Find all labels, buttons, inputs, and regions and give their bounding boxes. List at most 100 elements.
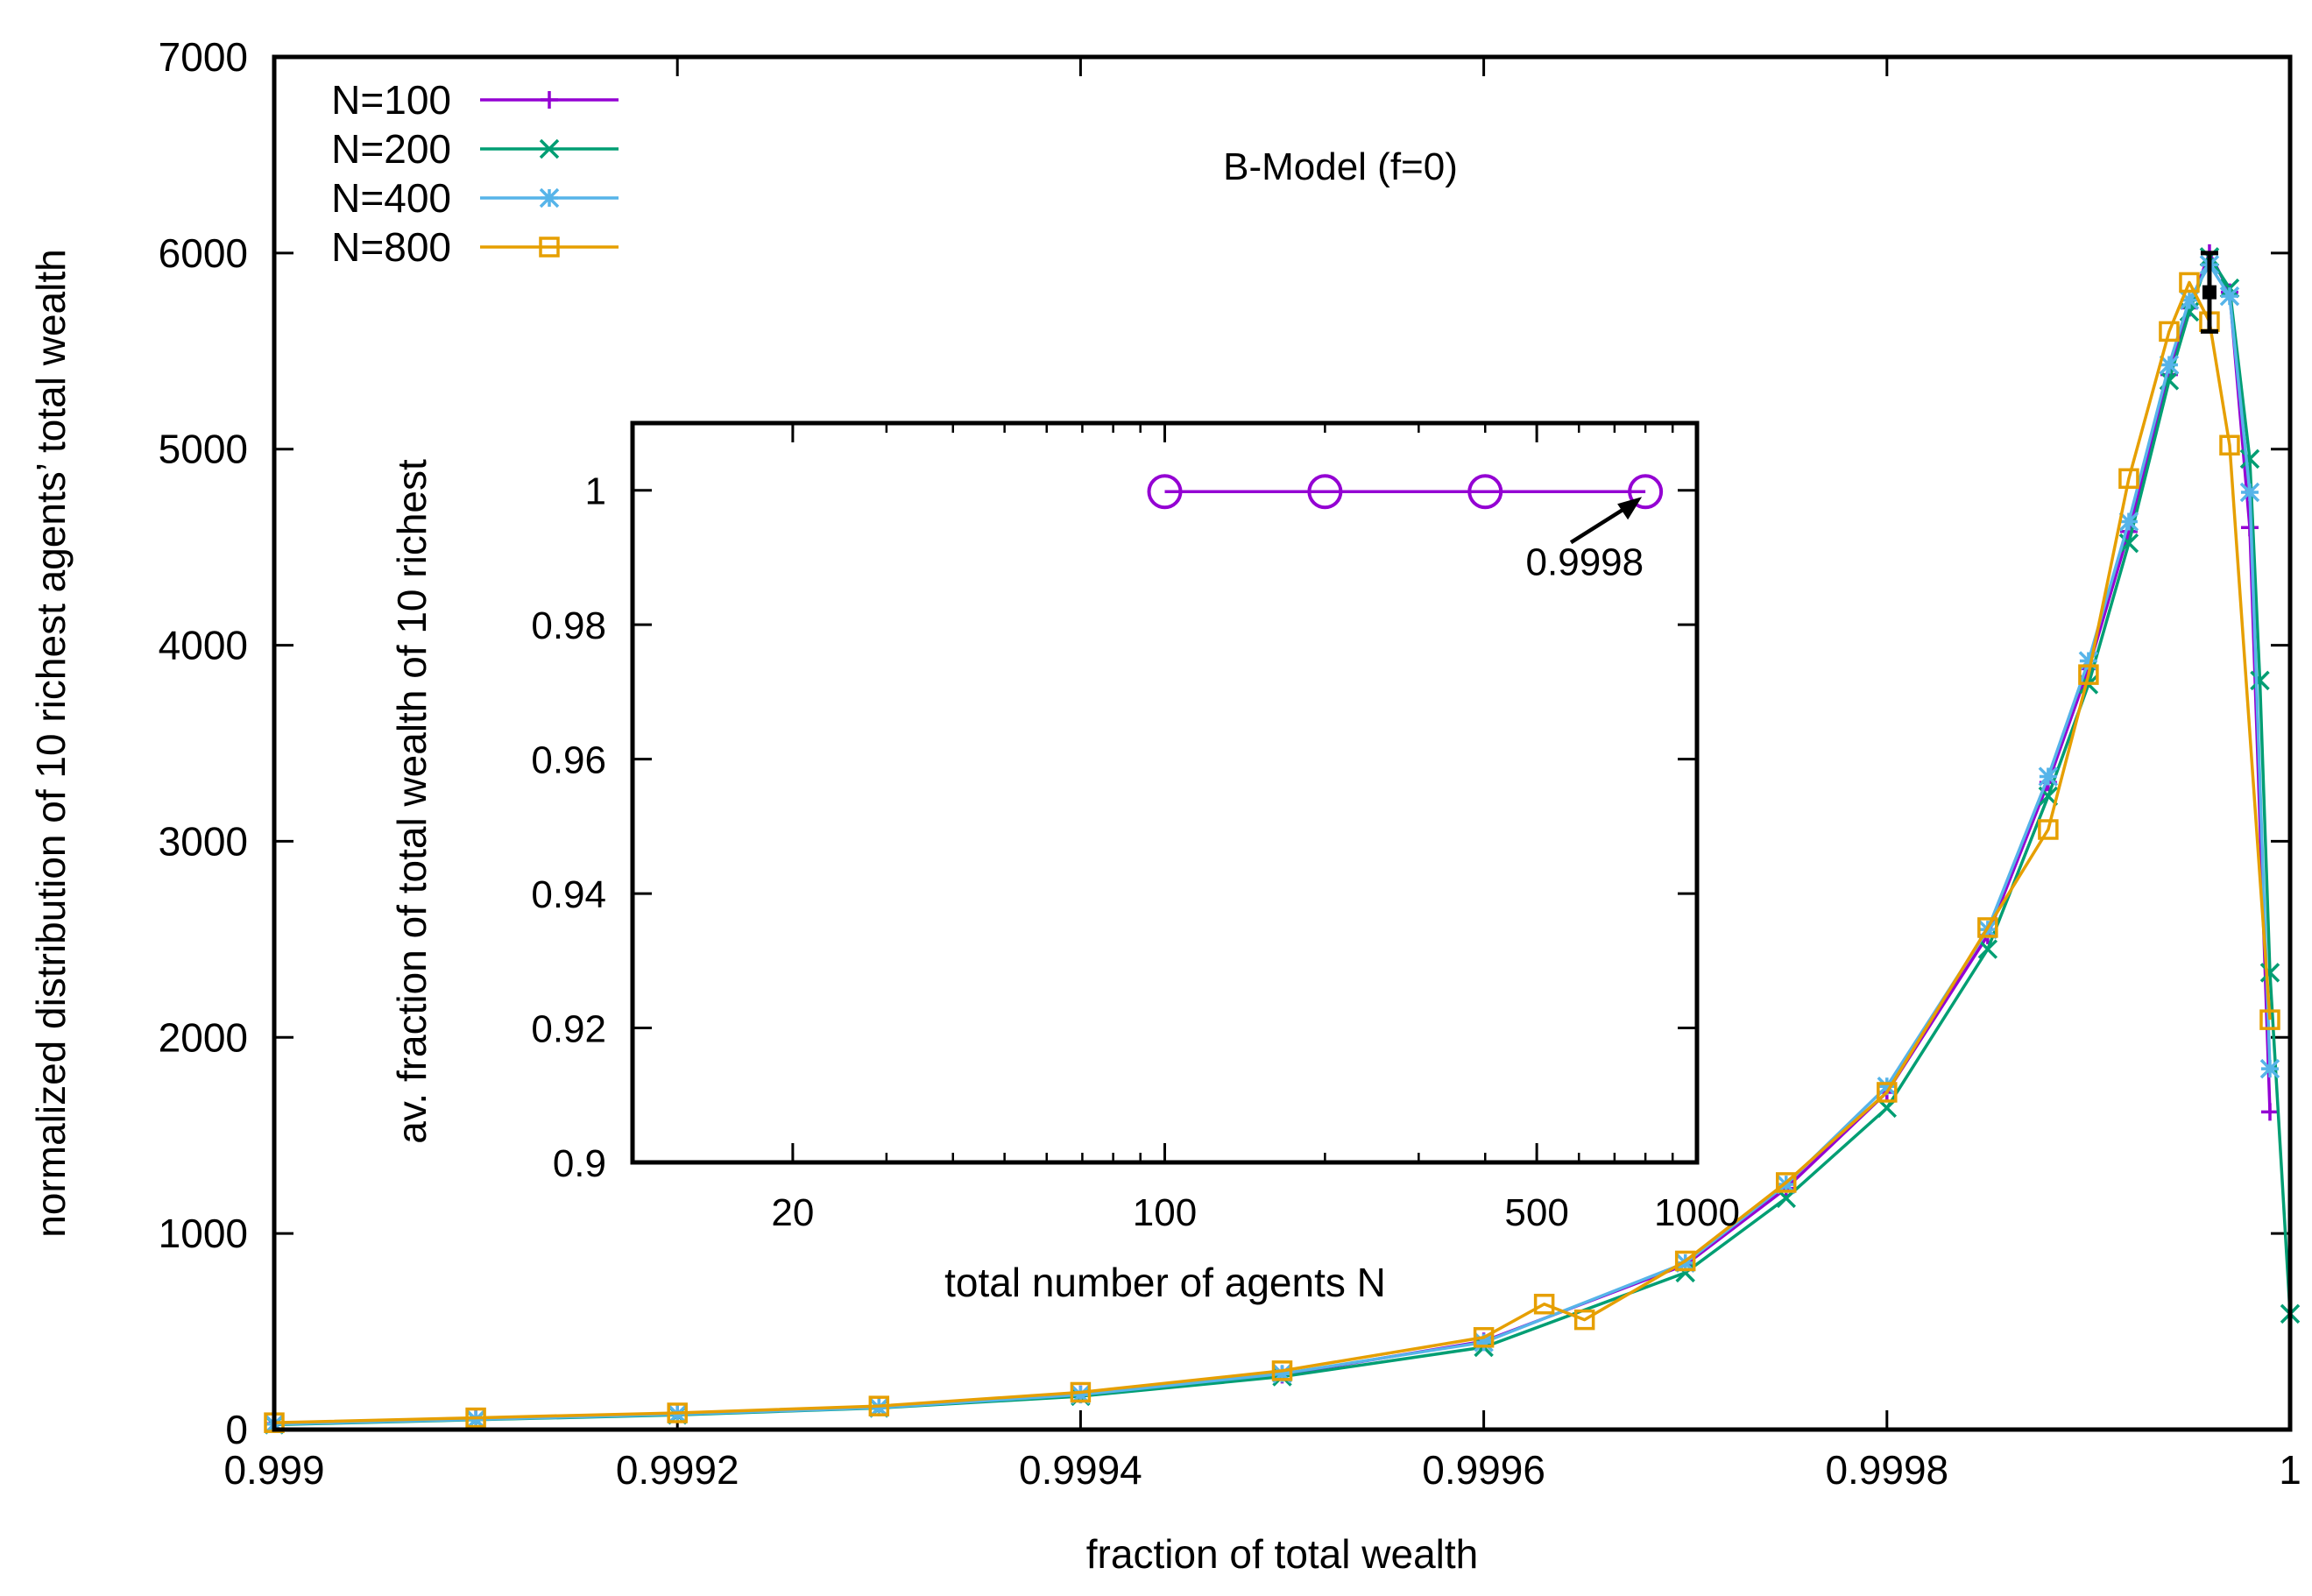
legend-label: N=400: [331, 175, 451, 221]
data-point: [2118, 512, 2139, 532]
x-tick-label: 0.9996: [1422, 1447, 1545, 1493]
data-point: [868, 1395, 890, 1416]
data-point: [2078, 664, 2099, 685]
series-line: [273, 280, 2272, 1424]
error-bar: [2200, 251, 2218, 334]
data-point: [1071, 1384, 1091, 1405]
data-point: [1977, 939, 1998, 959]
data-point: [2038, 819, 2059, 840]
data-point: [2239, 448, 2260, 470]
data-point: [667, 1402, 688, 1423]
data-point: [1977, 917, 1998, 938]
data-point: [2239, 482, 2260, 503]
y-tick-label: 0: [225, 1407, 248, 1452]
inset-data-point: [1467, 474, 1503, 510]
chart-title: B-Model (f=0): [1223, 145, 1458, 188]
annotation-label: 0.9998: [1526, 540, 1644, 583]
legend-label: N=100: [331, 77, 451, 123]
data-point: [1573, 1309, 1595, 1331]
data-point: [1674, 1250, 1696, 1272]
x-tick-label: 0.9992: [616, 1447, 739, 1493]
legend-entry: N=400: [331, 175, 619, 221]
inset-x-axis-label: total number of agents N: [944, 1260, 1386, 1305]
main-tick-labels: 0.999 0.9992 0.9994 0.9996 0.9998 1 0 1000 2000 3…: [159, 34, 2301, 1493]
legend-entry: N=100: [331, 77, 619, 123]
y-tick-label: 5000: [159, 427, 248, 472]
legend-marker: [539, 138, 560, 159]
inset-y-tick-label: 0.94: [531, 873, 606, 916]
x-tick-label: 0.999: [223, 1447, 324, 1493]
legend-marker: [541, 91, 558, 109]
data-point: [1272, 1363, 1292, 1384]
annotation-arrow-head: [1617, 497, 1643, 520]
data-point: [2078, 651, 2099, 671]
inset-series-line-group: [1147, 474, 1664, 510]
data-point: [1675, 1253, 1695, 1273]
inset-y-tick-label: 0.98: [531, 604, 606, 647]
legend-label: N=200: [331, 126, 451, 172]
inset-series: [1147, 474, 1664, 510]
data-point: [2219, 286, 2240, 307]
data-point: [465, 1409, 486, 1430]
data-point: [2260, 1103, 2279, 1121]
legend-marker: [539, 187, 560, 208]
data-point: [2259, 963, 2280, 983]
data-point: [2038, 766, 2059, 787]
inset-x-tick-label: 500: [1504, 1191, 1568, 1234]
data-point: [2259, 1058, 2280, 1079]
y-tick-label: 1000: [159, 1211, 248, 1256]
y-tick-label: 4000: [159, 623, 248, 668]
y-axis-label: normalized distribution of 10 richest ag…: [28, 249, 74, 1237]
inset-ticks: [633, 423, 1699, 1164]
data-point: [1474, 1332, 1494, 1352]
data-point: [1776, 1174, 1796, 1195]
legend-entry: N=800: [331, 224, 619, 270]
data-point: [1776, 1172, 1797, 1193]
data-point: [2179, 272, 2200, 293]
x-tick-label: 0.9994: [1019, 1447, 1142, 1493]
y-tick-label: 6000: [159, 230, 248, 276]
inset-x-tick-label: 100: [1133, 1191, 1197, 1234]
main-plot-frame: [272, 54, 2293, 1432]
data-point: [2159, 355, 2180, 375]
inset-y-tick-label: 0.92: [531, 1008, 606, 1051]
inset-x-tick-label: 1000: [1654, 1191, 1740, 1234]
data-point: [465, 1407, 486, 1429]
legend-entry: N=200: [331, 126, 619, 172]
x-tick-label: 0.9998: [1825, 1447, 1948, 1493]
x-tick-label: 1: [2279, 1447, 2301, 1493]
series-n-800: [264, 272, 2280, 1433]
y-tick-label: 7000: [159, 34, 248, 80]
y-tick-label: 2000: [159, 1014, 248, 1060]
inset-data-point: [1628, 474, 1664, 510]
error-bar-point: [2202, 285, 2217, 300]
inset-y-axis-label: av. fraction of total wealth of 10 riche…: [389, 459, 435, 1144]
data-point: [1473, 1327, 1495, 1348]
data-point: [1271, 1360, 1293, 1381]
data-point: [1070, 1381, 1092, 1403]
data-point: [2250, 670, 2270, 691]
inset-background: [633, 423, 1697, 1162]
data-point: [1877, 1077, 1898, 1097]
inset-x-tick-label: 20: [771, 1191, 814, 1234]
inset-plot-frame: [630, 420, 1700, 1165]
inset-y-tick-label: 0.96: [531, 739, 606, 782]
data-point: [2259, 1009, 2280, 1030]
data-point: [1877, 1082, 1898, 1103]
data-point: [869, 1397, 889, 1418]
inset-tick-labels: 20 100 500 1000 0.9 0.92 0.94 0.96 0.98 1: [531, 470, 1740, 1234]
data-point: [2118, 468, 2139, 490]
legend-marker: [539, 237, 560, 258]
inset-data-point: [1307, 474, 1343, 510]
data-point: [2219, 434, 2240, 455]
data-point: [2159, 321, 2180, 343]
inset-y-tick-label: 1: [585, 470, 606, 513]
data-point: [2179, 290, 2200, 310]
x-axis-label: fraction of total wealth: [1086, 1531, 1478, 1577]
data-point: [1533, 1293, 1555, 1315]
inset-data-point: [1147, 474, 1183, 510]
y-tick-label: 3000: [159, 818, 248, 864]
legend-label: N=800: [331, 224, 451, 270]
